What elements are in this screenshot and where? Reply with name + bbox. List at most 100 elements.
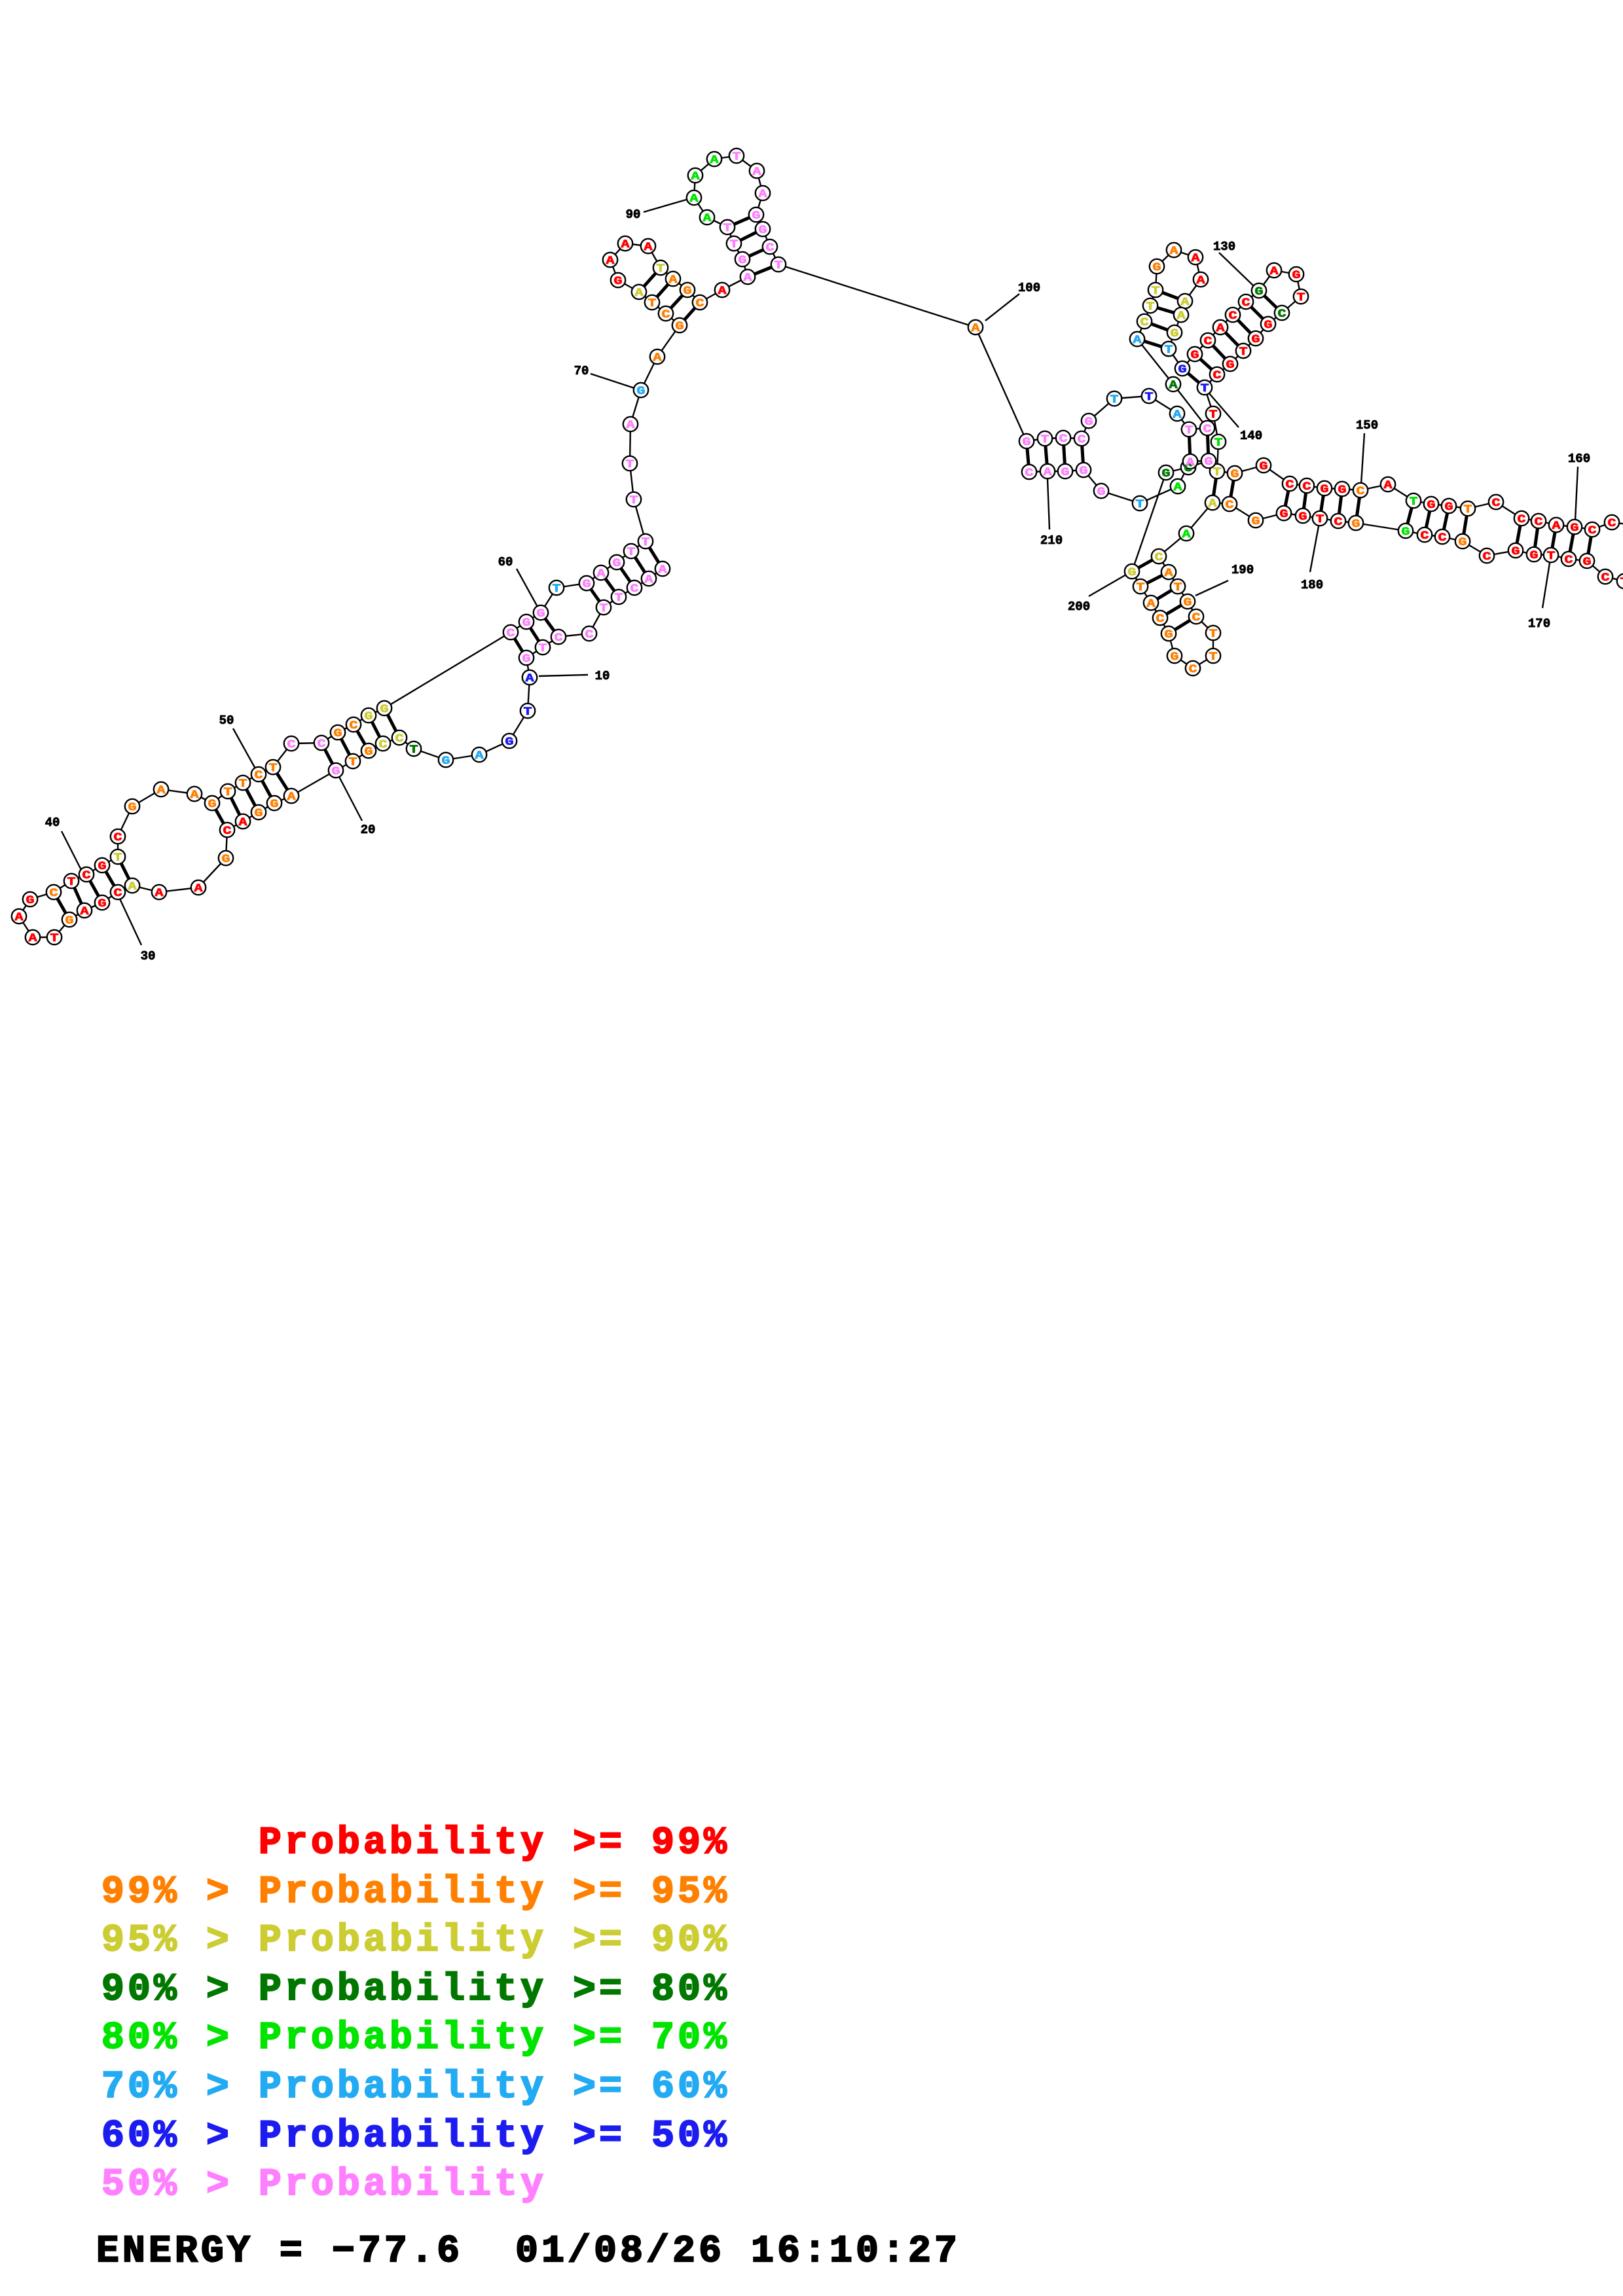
svg-text:G: G [1292,269,1301,282]
svg-text:A: A [1173,408,1182,422]
svg-text:C: C [1483,550,1492,564]
svg-text:T: T [1464,503,1472,516]
svg-text:C: C [379,738,388,751]
svg-text:C: C [1278,308,1287,321]
svg-text:C: C [287,738,297,751]
svg-text:T: T [1165,344,1173,357]
svg-text:T: T [1136,498,1144,511]
svg-text:A: A [1044,466,1053,479]
svg-text:C: C [1565,554,1574,567]
svg-text:C: C [662,308,671,321]
svg-text:C: C [114,831,123,844]
svg-text:C: C [114,887,123,900]
svg-text:C: C [1518,513,1527,526]
svg-text:50% > Probability: 50% > Probability [101,2164,547,2206]
svg-text:130: 130 [1213,240,1235,254]
svg-text:G: G [255,807,263,820]
svg-text:G: G [1153,261,1161,274]
svg-text:C: C [1608,517,1617,530]
svg-text:G: G [26,894,35,907]
svg-text:C: C [1303,480,1312,493]
svg-text:C: C [1438,531,1448,545]
svg-text:T: T [224,786,232,799]
svg-text:C: C [1286,478,1295,492]
svg-text:G: G [334,727,342,740]
svg-text:T: T [657,262,665,276]
svg-text:G: G [1165,628,1173,641]
svg-text:A: A [621,238,630,251]
svg-text:T: T [600,602,608,615]
svg-text:C: C [1334,516,1343,529]
svg-text:C: C [1242,296,1251,310]
svg-text:A: A [627,419,636,432]
svg-text:A: A [526,672,535,685]
svg-text:95% > Probability >= 90%: 95% > Probability >= 90% [101,1920,730,1962]
svg-text:T: T [642,536,650,549]
svg-text:A: A [1174,481,1183,494]
svg-text:G: G [1231,468,1239,481]
svg-text:A: A [287,791,297,804]
svg-text:A: A [1177,310,1186,323]
svg-text:A: A [645,573,654,586]
svg-text:G: G [1184,596,1192,609]
svg-text:A: A [1181,296,1190,309]
svg-text:C: C [507,627,516,640]
svg-text:C: C [50,887,59,900]
svg-text:C: C [1155,551,1164,564]
svg-text:G: G [365,710,373,723]
svg-text:G: G [1085,416,1093,429]
svg-text:A: A [239,816,248,829]
svg-text:G: G [1299,511,1307,524]
svg-text:100: 100 [1018,281,1040,295]
svg-text:G: G [1445,501,1453,514]
svg-text:C: C [1357,485,1366,498]
svg-text:A: A [1216,322,1226,335]
svg-text:A: A [1169,379,1178,392]
svg-text:A: A [597,567,606,581]
svg-text:A: A [475,749,484,762]
svg-text:G: G [505,736,514,749]
svg-text:T: T [539,642,547,655]
svg-text:T: T [1410,495,1418,509]
svg-text:G: G [442,755,450,768]
svg-text:T: T [1201,382,1209,395]
svg-text:60: 60 [498,555,513,569]
svg-text:C: C [1140,316,1150,329]
svg-text:G: G [1571,522,1579,535]
svg-text:A: A [128,880,137,893]
svg-text:G: G [752,209,761,223]
svg-text:G: G [1321,483,1329,496]
svg-text:80% > Probability >= 70%: 80% > Probability >= 70% [101,2017,730,2060]
svg-text:A: A [1209,497,1218,511]
svg-text:G: G [1171,651,1179,664]
svg-text:G: G [1260,460,1268,473]
svg-text:A: A [191,789,200,802]
svg-text:60% > Probability >= 50%: 60% > Probability >= 50% [101,2115,730,2158]
svg-text:T: T [1316,513,1324,526]
svg-text:G: G [1178,363,1187,376]
svg-text:140: 140 [1240,429,1262,443]
svg-text:Probability >= 99%: Probability >= 99% [101,1822,730,1865]
svg-text:G: G [613,557,621,570]
svg-text:G: G [637,385,646,398]
svg-text:99% > Probability >= 95%: 99% > Probability >= 95% [101,1871,730,1914]
svg-text:C: C [350,719,359,732]
svg-text:G: G [522,617,531,630]
svg-text:10: 10 [595,669,610,683]
svg-text:G: G [1171,327,1179,340]
svg-text:A: A [15,911,24,924]
svg-text:50: 50 [219,713,234,728]
svg-text:A: A [635,287,644,300]
svg-text:A: A [1165,567,1174,580]
svg-text:A: A [759,188,768,201]
svg-text:A: A [718,285,727,298]
svg-text:T: T [269,762,278,775]
svg-text:A: A [81,905,90,918]
svg-text:G: G [759,224,767,237]
svg-text:T: T [67,876,76,889]
svg-text:A: A [690,192,699,206]
svg-text:G: G [208,798,217,811]
svg-text:C: C [1492,497,1501,510]
svg-text:C: C [1078,433,1087,446]
svg-text:G: G [1530,549,1539,562]
